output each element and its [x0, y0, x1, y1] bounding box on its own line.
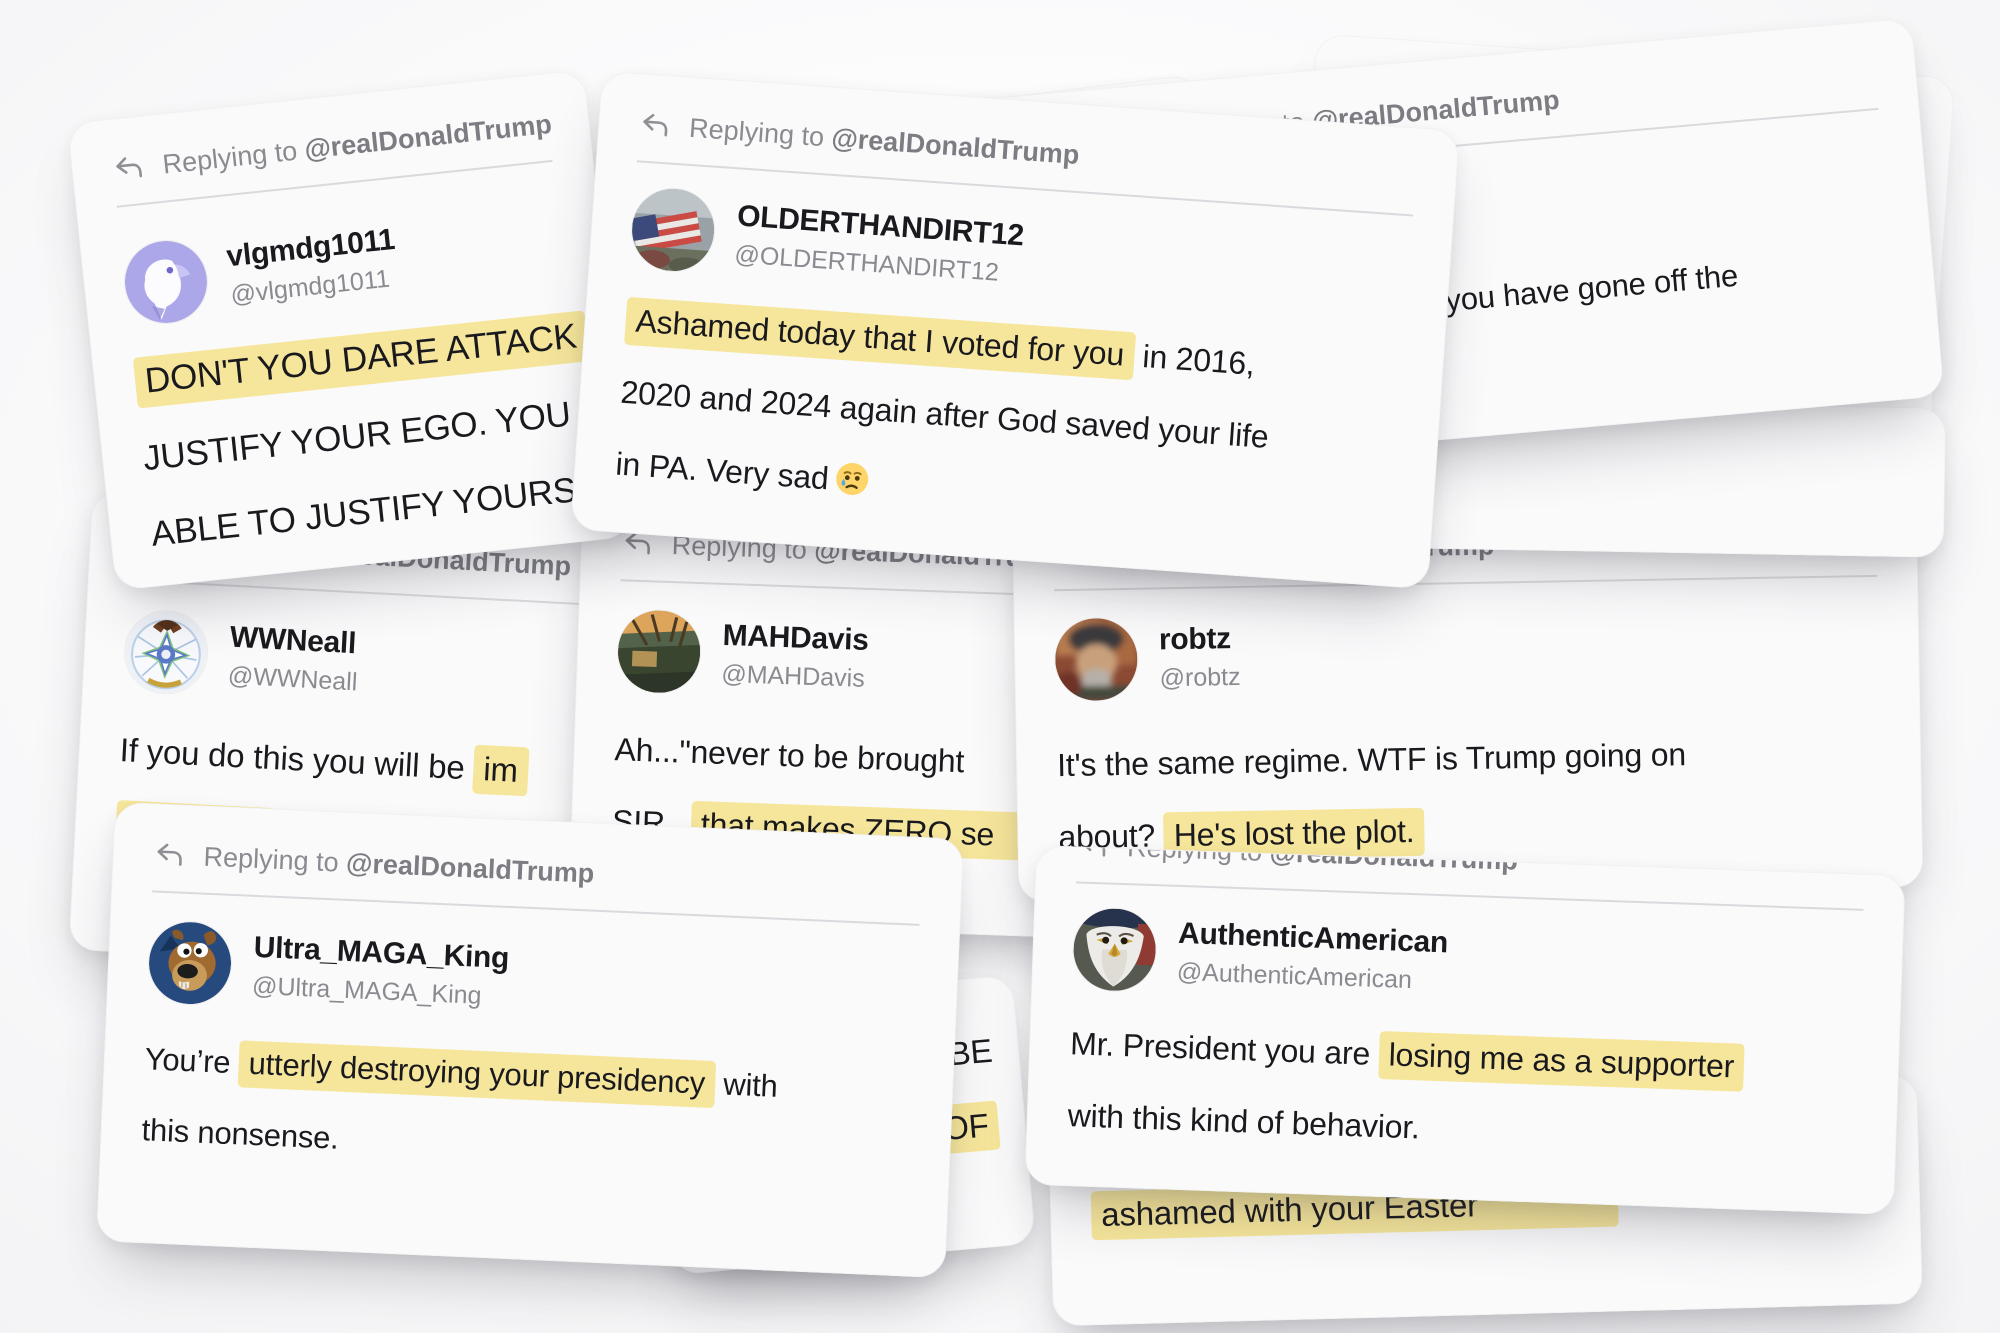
- avatar-wwneall[interactable]: [123, 609, 209, 695]
- tweet-text-line: If you do this you will be im: [119, 725, 614, 800]
- avatar-robtz[interactable]: [1054, 617, 1139, 702]
- user-handle[interactable]: @MAHDavis: [720, 659, 866, 693]
- display-name[interactable]: AuthenticAmerican: [1177, 916, 1449, 960]
- text-segment: If you do this you will be: [118, 731, 475, 787]
- highlighted-phrase: losing me as a supporter: [1377, 1031, 1745, 1092]
- reply-card-wwneall: Replying to @realDonaldTrump WWNeall @WW…: [68, 490, 667, 980]
- reply-context: Replying to @realDonaldTrump: [152, 838, 922, 926]
- tweet-text-line: in PA. Very sad: [614, 440, 1393, 542]
- reply-target-handle[interactable]: @realDonaldTrump: [302, 108, 554, 165]
- tweet-text-line: Ah..."never to be brought: [614, 731, 965, 780]
- tweet-text-line: It's the same regime. WTF is Trump going…: [1056, 736, 1687, 784]
- tweet-text: DON'T YOU DARE ATTACK JUSTIFY YOUR EGO. …: [132, 310, 590, 561]
- replying-to-label: Replying to: [688, 112, 826, 152]
- replying-to-label: Replying to: [161, 135, 299, 180]
- display-name[interactable]: robtz: [1158, 622, 1232, 657]
- reply-card-ultra-maga-king: Replying to @realDonaldTrump Ultra_MAGA_…: [95, 801, 965, 1279]
- reply-card-olderthandirt12: Replying to @realDonaldTrump OLDERTHANDI…: [570, 70, 1460, 590]
- text-segment: Mr. President you are: [1069, 1025, 1380, 1072]
- crying-face-emoji: [833, 460, 871, 498]
- reply-arrow-icon: [153, 838, 186, 871]
- display-name[interactable]: MAHDavis: [722, 618, 870, 657]
- reply-card-robtz: Replying to @realDonaldTrump robtz @robt…: [1011, 487, 1924, 903]
- reply-target-handle[interactable]: @realDonaldTrump: [345, 847, 595, 889]
- display-name[interactable]: Ultra_MAGA_King: [253, 930, 510, 975]
- reply-arrow-icon: [111, 151, 146, 186]
- user-handle[interactable]: @robtz: [1159, 662, 1241, 693]
- avatar-olderthandirt12[interactable]: [629, 186, 717, 274]
- user-handle[interactable]: @AuthenticAmerican: [1176, 957, 1413, 995]
- highlighted-phrase: Ashamed today that I voted for you: [624, 296, 1136, 381]
- reply-card-vlgmdg1011: Replying to @realDonaldTrump vlgmdg1011 …: [66, 69, 634, 591]
- reply-arrow-icon: [1077, 844, 1110, 863]
- tweet-text-line: you have gone off the: [1443, 257, 1740, 319]
- avatar-vlgmdg1011[interactable]: [121, 237, 211, 327]
- reply-card-authenticamerican: Replying to @realDonaldTrump AuthenticAm…: [1024, 844, 1906, 1216]
- tweet-text-line: You’re utterly destroying your presidenc…: [144, 1036, 913, 1116]
- tweet-text: You’re utterly destroying your presidenc…: [141, 1036, 913, 1186]
- reply-context: Replying to @realDonaldTrump: [111, 108, 554, 208]
- text-segment: in PA. Very sad: [614, 445, 830, 497]
- tweet-text-line: Mr. President you are losing me as a sup…: [1069, 1019, 1858, 1094]
- avatar-authenticamerican[interactable]: [1072, 907, 1157, 993]
- reply-target-handle[interactable]: @realDonaldTrump: [830, 122, 1081, 170]
- reply-card-mahdavis: Replying to @realDonaldTrump MAHDavis @M…: [567, 490, 1113, 940]
- text-segment: with: [714, 1066, 779, 1104]
- highlighted-phrase: utterly destroying your presidency: [237, 1040, 716, 1109]
- highlighted-phrase: im: [472, 744, 530, 797]
- avatar-ultra-maga-king[interactable]: [147, 920, 232, 1005]
- avatar-mahdavis[interactable]: [616, 609, 702, 695]
- tweet-text-line: this nonsense.: [140, 1111, 340, 1156]
- reply-arrow-icon: [621, 527, 654, 560]
- replying-to-label: Replying to: [203, 841, 340, 877]
- reply-context: Replying to @realDonaldTrump: [636, 108, 1417, 217]
- tweet-text: It's the same regime. WTF is Trump going…: [1057, 727, 1882, 861]
- text-segment: in 2016,: [1132, 337, 1256, 382]
- reply-arrow-icon: [638, 108, 672, 142]
- tweet-text: Ashamed today that I voted for you in 20…: [614, 296, 1403, 542]
- user-handle[interactable]: @Ultra_MAGA_King: [251, 971, 483, 1010]
- tweet-text: Mr. President you are losing me as a sup…: [1067, 1019, 1859, 1166]
- reply-context: Replying to @realDonaldTrump: [620, 527, 1071, 597]
- user-handle[interactable]: @WWNeall: [227, 661, 359, 697]
- display-name[interactable]: WWNeall: [229, 620, 357, 661]
- tweet-text-line: with this kind of behavior.: [1067, 1097, 1421, 1146]
- text-segment: You’re: [144, 1041, 240, 1081]
